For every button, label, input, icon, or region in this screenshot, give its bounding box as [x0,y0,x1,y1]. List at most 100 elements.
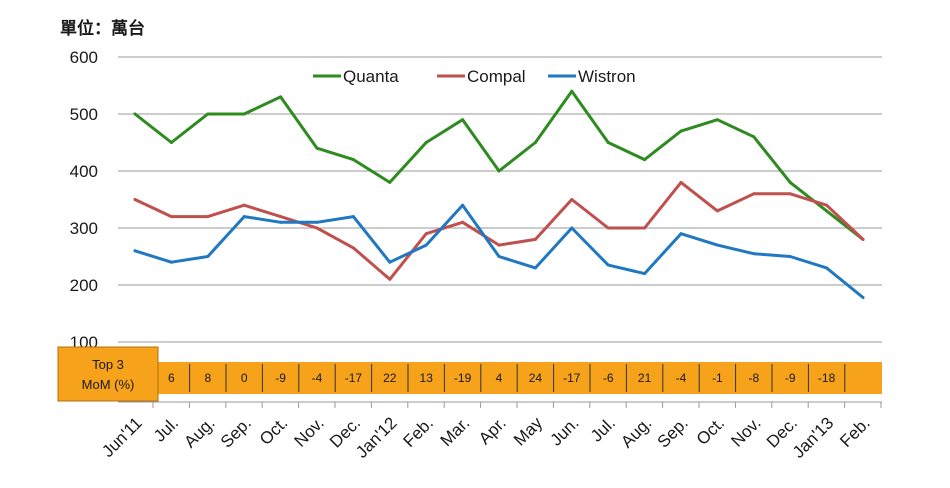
data-point-compal [715,209,719,213]
data-point-quanta [133,112,137,116]
y-tick-label-500: 500 [70,105,98,124]
data-point-compal [606,226,610,230]
data-point-compal [424,232,428,236]
mom-value: -9 [785,371,796,385]
data-point-compal [169,215,173,219]
data-point-compal [533,237,537,241]
mom-value: -1 [712,371,723,385]
data-point-quanta [679,129,683,133]
data-point-wistron [606,263,610,267]
data-point-compal [679,180,683,184]
data-point-quanta [497,169,501,173]
data-point-wistron [679,232,683,236]
mom-value: -4 [312,371,323,385]
data-point-compal [279,215,283,219]
data-point-quanta [388,180,392,184]
x-tick-label: Oct. [693,413,728,448]
data-point-wistron [169,260,173,264]
data-point-wistron [570,226,574,230]
mom-value: -8 [748,371,759,385]
x-tick-label: Aug. [617,413,655,451]
mom-title-line1: Top 3 [92,357,124,372]
data-point-quanta [242,112,246,116]
data-point-quanta [424,141,428,144]
data-point-wistron [242,215,246,219]
data-point-quanta [206,112,210,116]
x-tick-label: May [510,413,546,449]
data-point-wistron [643,272,647,276]
data-point-wistron [133,249,137,253]
data-point-wistron [206,255,210,258]
data-point-quanta [825,209,829,213]
data-point-quanta [279,95,283,99]
data-point-quanta [715,118,719,122]
mom-value: 6 [168,371,175,385]
data-point-compal [461,220,465,224]
mom-value: 0 [241,371,248,385]
data-point-compal [206,215,210,219]
data-point-wistron [825,266,829,270]
x-tick-label: Feb. [400,413,437,450]
data-point-wistron [861,296,865,300]
x-tick-label: Feb. [836,413,873,450]
x-axis-ticks: Jun'11 Jul.Aug.Sep. Oct. Nov.Dec.Jan'12Feb.… [98,401,882,462]
data-point-wistron [424,243,428,247]
mom-value: -17 [345,371,363,385]
data-point-wistron [461,203,465,207]
data-point-quanta [606,141,610,144]
mom-band-bg [118,362,882,394]
x-tick-label: Jul. [587,413,619,445]
data-point-wistron [752,252,756,256]
data-point-wistron [497,255,501,258]
data-point-compal [825,203,829,207]
data-point-quanta [752,135,756,139]
x-tick-label: Sep. [654,413,692,451]
data-point-wistron [788,255,792,258]
x-tick-label: Jan'13 [789,413,837,461]
data-point-quanta [461,118,465,122]
y-tick-label-400: 400 [70,162,98,181]
series-line-wistron [133,203,865,299]
mom-value: -19 [454,371,472,385]
data-point-quanta [351,158,355,162]
data-point-compal [242,203,246,207]
x-tick-label: Sep. [217,413,255,451]
data-point-compal [570,198,574,201]
x-tick-label: Nov. [291,413,328,450]
x-tick-label: Jan'12 [352,413,400,461]
data-point-compal [388,277,392,281]
x-tick-label: Nov. [727,413,764,450]
data-point-compal [315,226,319,230]
mom-band: 6 8 0 -9 -4 -17 22 13 -19 4 24 -17 -6 21 -4 -1 -8 -9 -18 To… [57,346,882,402]
series-lines [133,89,865,300]
data-point-compal [351,246,355,250]
x-tick-label: Jun. [546,413,582,449]
legend-label-quanta: Quanta [343,67,399,86]
mom-value: -17 [563,371,581,385]
mom-value: 24 [529,371,543,385]
data-point-compal [133,198,137,201]
y-tick-label-300: 300 [70,219,98,238]
data-point-quanta [315,146,319,150]
y-tick-label-200: 200 [70,276,98,295]
data-point-wistron [533,266,537,270]
data-point-wistron [388,260,392,264]
data-point-compal [861,237,865,241]
data-point-compal [497,243,501,247]
mom-value: 22 [383,371,397,385]
x-tick-label: Jul. [150,413,182,445]
legend-label-wistron: Wistron [578,67,636,86]
data-point-compal [643,226,647,230]
unit-label: 單位：萬台 [60,19,145,39]
grid-lines [118,56,882,343]
data-point-quanta [570,89,574,93]
mom-value: -9 [275,371,286,385]
legend-label-compal: Compal [467,67,526,86]
data-point-wistron [351,215,355,219]
mom-value: -4 [676,371,687,385]
data-point-quanta [533,141,537,144]
data-point-quanta [788,180,792,184]
legend: Quanta Compal Wistron [313,67,636,86]
x-tick-label: Oct. [256,413,291,448]
